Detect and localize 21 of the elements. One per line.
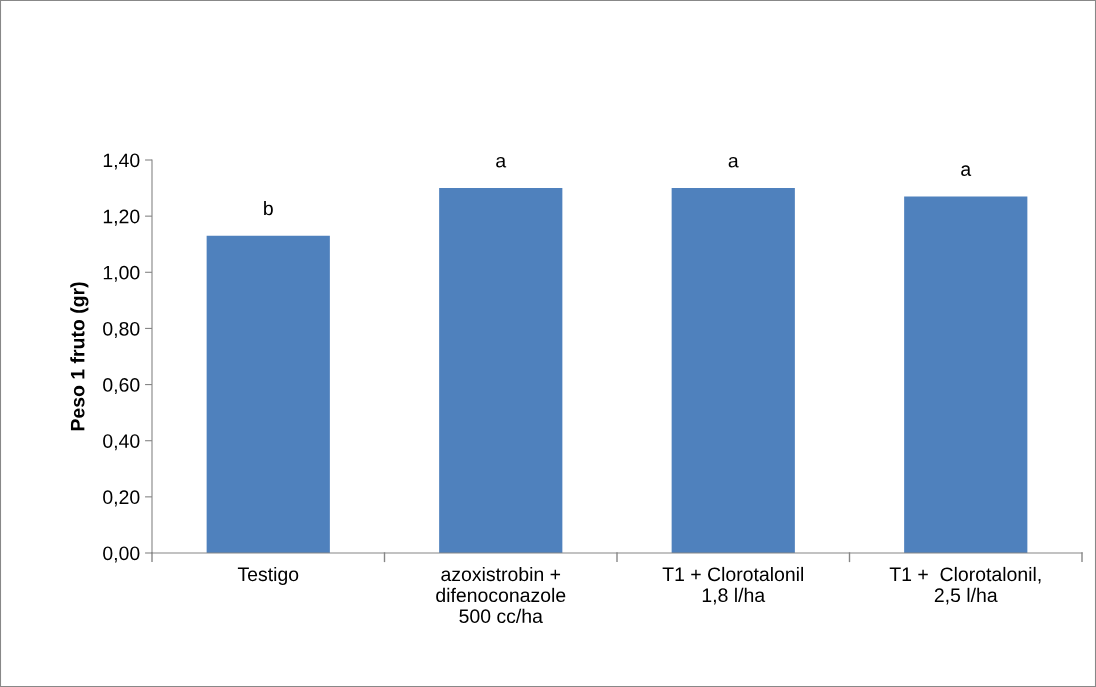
y-tick-label: 0,60: [103, 378, 140, 395]
y-tick-label: 1,20: [103, 209, 140, 226]
annotation: b: [264, 201, 273, 216]
annotation: a: [961, 165, 972, 176]
x-tick-label: Testigo: [237, 566, 299, 586]
y-axis-title: Peso 1 fruto (gr): [70, 282, 89, 431]
annotation: a: [728, 156, 739, 168]
x-tick-label: azoxistrobin + difenoconazole 500 cc/ha: [436, 566, 566, 624]
bar: [439, 188, 563, 553]
bar: [671, 188, 795, 553]
annotation: a: [496, 156, 507, 168]
y-tick-label: 0,20: [103, 490, 140, 507]
bar: [206, 235, 330, 553]
x-tick-label: T1 + Clorotalonil, 2,5 l/ha: [889, 566, 1041, 605]
y-tick-label: 1,00: [103, 265, 140, 282]
y-tick-label: 0,00: [103, 546, 140, 563]
y-tick-label: 0,40: [103, 434, 140, 451]
y-tick-label: 0,80: [103, 321, 140, 338]
x-tick-label: T1 + Clorotalonil 1,8 l/ha: [662, 566, 804, 605]
y-tick-label: 1,40: [103, 153, 140, 170]
bar: [904, 196, 1028, 553]
